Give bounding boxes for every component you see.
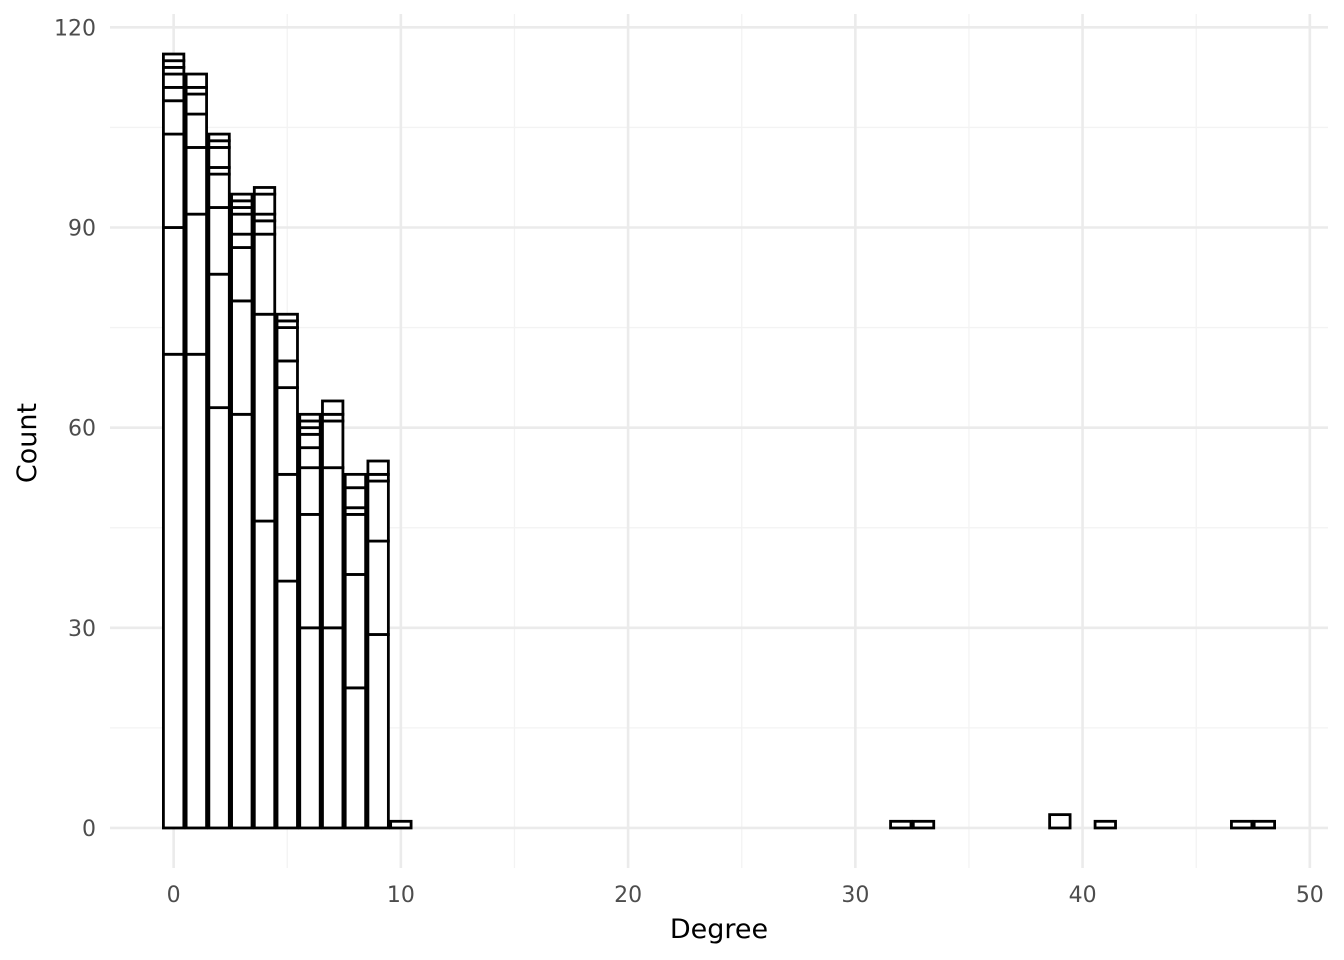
y-tick-label: 90 bbox=[68, 217, 96, 242]
histogram-bar-segment bbox=[230, 412, 254, 830]
histogram-bar-segment bbox=[298, 466, 322, 516]
histogram-bar-segment bbox=[298, 412, 322, 423]
histogram-bar-segment bbox=[207, 406, 231, 830]
histogram-bar-segment bbox=[366, 633, 390, 830]
x-axis-tick-labels: 0 10 20 30 40 50 bbox=[167, 883, 1324, 908]
histogram-bar-segment bbox=[252, 186, 277, 196]
histogram-bar-segment bbox=[162, 52, 186, 63]
x-tick-label: 20 bbox=[614, 883, 642, 908]
x-tick-label: 30 bbox=[841, 883, 869, 908]
x-tick-label: 50 bbox=[1296, 883, 1324, 908]
histogram-bar-segment bbox=[230, 299, 254, 416]
histogram-bar-segment bbox=[366, 459, 390, 476]
histogram-bar-segment bbox=[275, 472, 299, 583]
histogram-bar-segment bbox=[184, 212, 208, 356]
major-gridlines bbox=[110, 14, 1328, 868]
histogram-bar-segment bbox=[252, 519, 277, 830]
histogram-bar-segment bbox=[162, 226, 186, 356]
histogram-bar-segment bbox=[298, 626, 322, 830]
histogram-bar-segment bbox=[184, 92, 208, 116]
y-axis-title: Count bbox=[12, 403, 43, 483]
histogram-bar-segment bbox=[252, 219, 277, 236]
histogram-bar-segment bbox=[343, 472, 368, 490]
histogram-bar-segment bbox=[889, 819, 913, 830]
histogram-bar-segment bbox=[162, 72, 186, 89]
histogram-bar-segment bbox=[343, 686, 368, 830]
x-tick-label: 0 bbox=[167, 883, 181, 908]
histogram-bar-segment bbox=[321, 399, 345, 416]
histogram-bar-segment bbox=[252, 312, 277, 523]
y-tick-label: 120 bbox=[54, 16, 96, 41]
histogram-bar-segment bbox=[184, 72, 208, 89]
y-tick-label: 0 bbox=[82, 817, 96, 842]
histogram-bar-segment bbox=[343, 512, 368, 576]
histogram-bar-segment bbox=[252, 192, 277, 216]
histogram-bar-segment bbox=[230, 192, 254, 203]
histogram-bar-segment bbox=[1048, 813, 1072, 830]
histogram-bar-segment bbox=[162, 85, 186, 103]
histogram-bar-segment bbox=[207, 172, 231, 209]
histogram-bar-segment bbox=[275, 579, 299, 830]
histogram-bar-segment bbox=[252, 232, 277, 316]
histogram-bar-segment bbox=[1252, 819, 1276, 830]
histogram-bar-segment bbox=[343, 573, 368, 690]
histogram-bar-segment bbox=[298, 432, 322, 450]
y-tick-label: 30 bbox=[68, 617, 96, 642]
histogram-bar-segment bbox=[343, 486, 368, 510]
histogram-bar-segment bbox=[207, 272, 231, 410]
histogram-bar-segment bbox=[275, 386, 299, 476]
histogram-bar-segment bbox=[162, 352, 186, 830]
histogram-bars bbox=[162, 52, 1276, 830]
histogram-bar-segment bbox=[162, 132, 186, 229]
histogram-bar-segment bbox=[275, 312, 299, 323]
histogram-bar-segment bbox=[298, 446, 322, 470]
histogram-bar-segment bbox=[298, 512, 322, 630]
histogram-bar-segment bbox=[230, 232, 254, 249]
histogram-bar-segment bbox=[911, 819, 936, 830]
histogram-bar-segment bbox=[321, 626, 345, 830]
histogram-bar-segment bbox=[230, 246, 254, 303]
histogram-bar-segment bbox=[275, 359, 299, 390]
y-tick-label: 60 bbox=[68, 417, 96, 442]
histogram-bar-segment bbox=[162, 99, 186, 136]
histogram-bar-segment bbox=[207, 206, 231, 276]
histogram-bar-segment bbox=[184, 112, 208, 149]
histogram-bar-segment bbox=[275, 326, 299, 363]
histogram-bar-segment bbox=[321, 419, 345, 470]
histogram-bar-segment bbox=[1230, 819, 1254, 830]
histogram-bar-segment bbox=[184, 146, 208, 216]
histogram-bar-segment bbox=[321, 466, 345, 630]
histogram-bar-segment bbox=[389, 819, 413, 830]
x-axis-title: Degree bbox=[670, 914, 768, 945]
y-axis-tick-labels: 0 30 60 90 120 bbox=[54, 16, 96, 842]
histogram-bar-segment bbox=[207, 132, 231, 143]
histogram-bar-segment bbox=[230, 212, 254, 236]
histogram-bar-segment bbox=[366, 539, 390, 636]
histogram-bar-segment bbox=[1093, 819, 1117, 830]
histogram-bar-segment bbox=[207, 146, 231, 169]
histogram-bar-segment bbox=[366, 479, 390, 543]
histogram-bar-segment bbox=[184, 352, 208, 830]
x-tick-label: 40 bbox=[1069, 883, 1097, 908]
x-tick-label: 10 bbox=[387, 883, 415, 908]
